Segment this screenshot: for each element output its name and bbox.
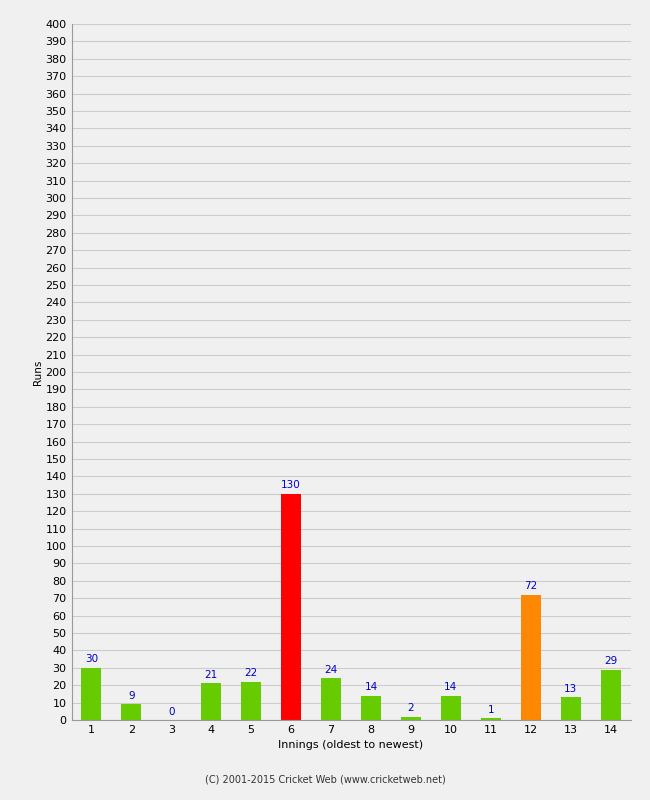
Text: 24: 24 <box>324 665 337 674</box>
Text: 14: 14 <box>365 682 378 692</box>
Text: 2: 2 <box>408 703 414 713</box>
Bar <box>521 594 541 720</box>
Text: 9: 9 <box>128 691 135 701</box>
Text: 13: 13 <box>564 684 577 694</box>
Text: 130: 130 <box>281 480 301 490</box>
Text: 1: 1 <box>488 705 494 714</box>
Bar <box>122 704 142 720</box>
Text: 72: 72 <box>524 582 538 591</box>
Text: 0: 0 <box>168 706 175 717</box>
Bar <box>281 494 301 720</box>
Text: 21: 21 <box>205 670 218 680</box>
X-axis label: Innings (oldest to newest): Innings (oldest to newest) <box>278 741 424 750</box>
Bar <box>321 678 341 720</box>
Text: (C) 2001-2015 Cricket Web (www.cricketweb.net): (C) 2001-2015 Cricket Web (www.cricketwe… <box>205 774 445 784</box>
Text: 14: 14 <box>444 682 458 692</box>
Bar <box>560 698 580 720</box>
Bar <box>601 670 621 720</box>
Bar <box>361 696 381 720</box>
Y-axis label: Runs: Runs <box>32 359 43 385</box>
Bar <box>81 668 101 720</box>
Bar <box>202 683 221 720</box>
Bar <box>441 696 461 720</box>
Bar <box>481 718 500 720</box>
Bar <box>241 682 261 720</box>
Bar <box>401 717 421 720</box>
Text: 29: 29 <box>604 656 617 666</box>
Text: 30: 30 <box>85 654 98 664</box>
Text: 22: 22 <box>244 668 258 678</box>
